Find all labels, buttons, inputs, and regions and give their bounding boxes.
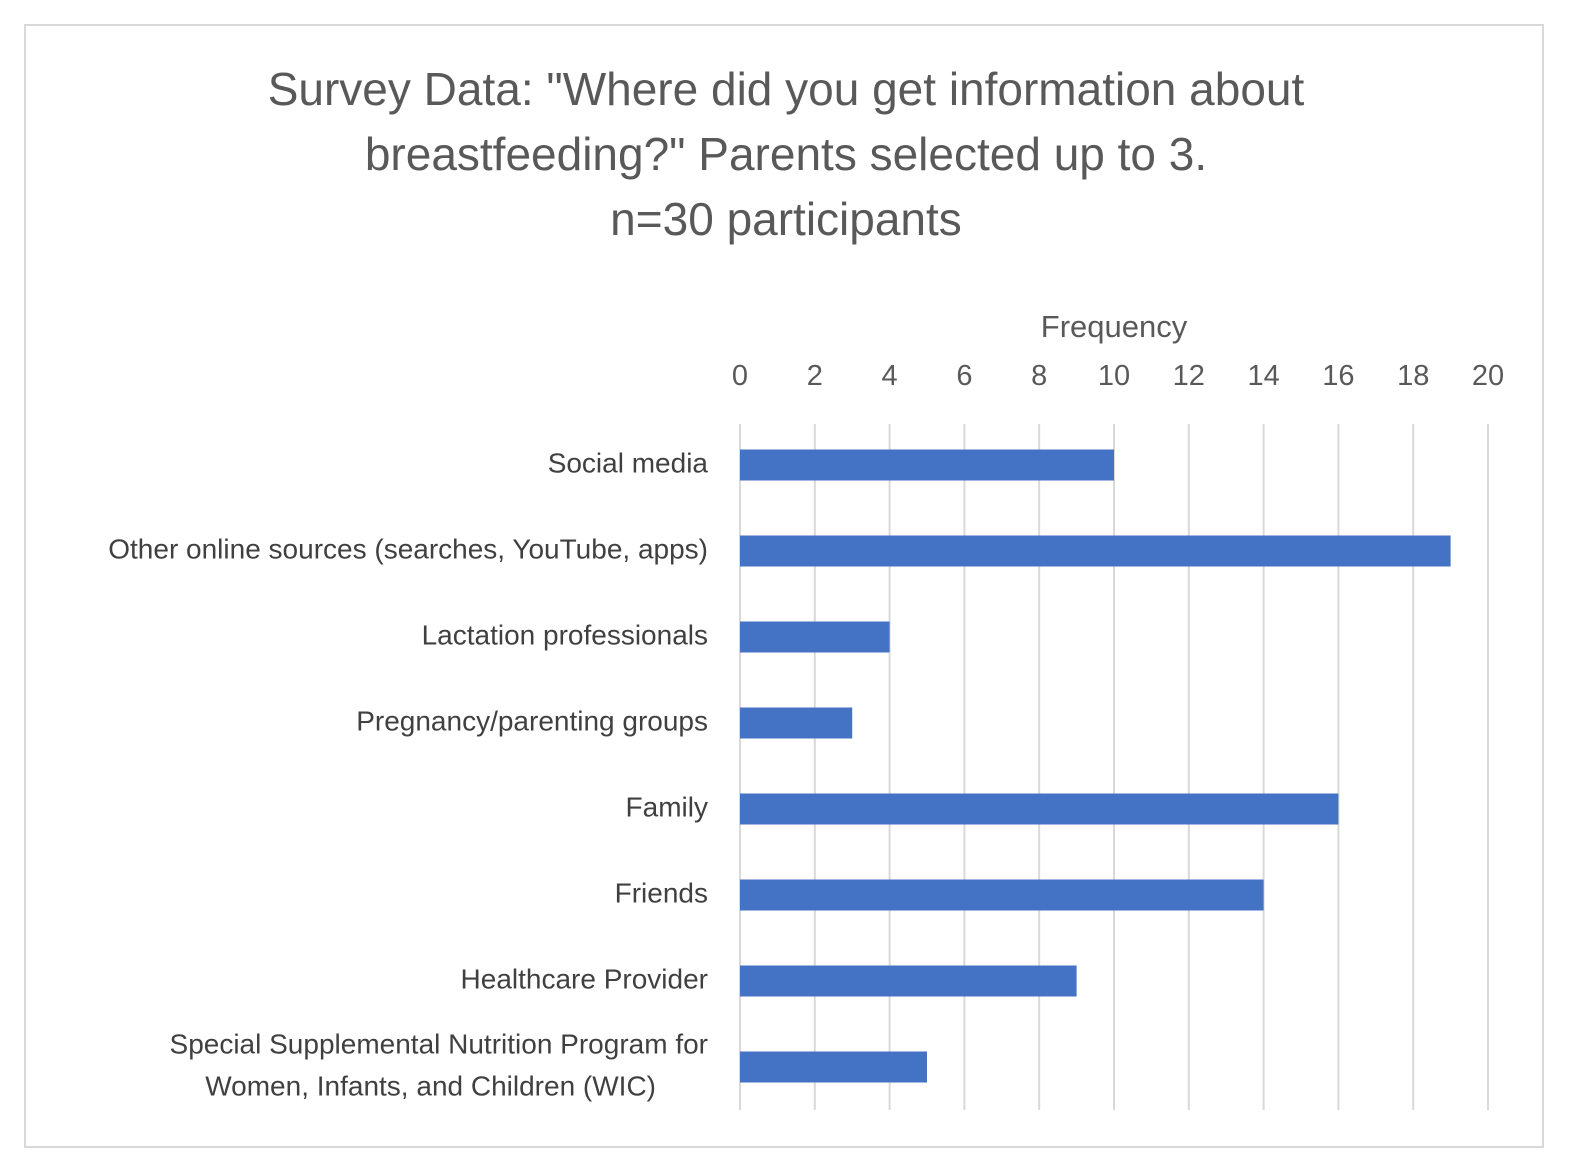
chart-title-line-1: Survey Data: "Where did you get informat…	[267, 63, 1305, 115]
x-tick-label: 4	[882, 360, 898, 392]
category-label: Lactation professionals	[422, 619, 708, 650]
gridlines	[739, 424, 1489, 1110]
bars	[740, 449, 1451, 1083]
bar	[740, 879, 1264, 911]
x-tick-label: 14	[1247, 360, 1279, 392]
category-labels: Social media Other online sources (search…	[108, 447, 708, 1101]
category-label: Special Supplemental Nutrition Program f…	[170, 1028, 708, 1059]
bar	[740, 1051, 927, 1083]
x-tick-label: 8	[1031, 360, 1047, 392]
category-label: Women, Infants, and Children (WIC)	[205, 1070, 656, 1101]
x-tick-label: 16	[1322, 360, 1354, 392]
x-tick-label: 12	[1173, 360, 1205, 392]
category-label: Healthcare Provider	[461, 963, 708, 994]
x-tick-label: 18	[1397, 360, 1429, 392]
x-tick-label: 0	[732, 360, 748, 392]
x-tick-label: 20	[1472, 360, 1504, 392]
x-axis-title: Frequency	[1041, 309, 1188, 344]
x-tick-label: 2	[807, 360, 823, 392]
chart-title-line-3: n=30 participants	[610, 193, 962, 245]
chart-title-line-2: breastfeeding?" Parents selected up to 3…	[364, 128, 1208, 180]
bar	[740, 535, 1451, 567]
category-label: Friends	[615, 877, 708, 908]
bar	[740, 707, 853, 739]
x-tick-label: 10	[1098, 360, 1130, 392]
x-axis-ticks: 0 2 4 6 8 10 12 14 16 18 20	[732, 360, 1504, 392]
bar	[740, 621, 890, 653]
bar-chart: 0 2 4 6 8 10 12 14 16 18 20 Frequency Social media…	[108, 309, 1504, 1110]
category-label: Other online sources (searches, YouTube,…	[108, 533, 708, 564]
bar	[740, 965, 1077, 997]
chart-frame: Survey Data: "Where did you get informat…	[24, 24, 1544, 1148]
category-label: Social media	[548, 447, 709, 478]
x-tick-label: 6	[956, 360, 972, 392]
bar	[740, 449, 1114, 481]
category-label: Family	[626, 791, 708, 822]
category-label: Pregnancy/parenting groups	[356, 705, 708, 736]
bar	[740, 793, 1339, 825]
